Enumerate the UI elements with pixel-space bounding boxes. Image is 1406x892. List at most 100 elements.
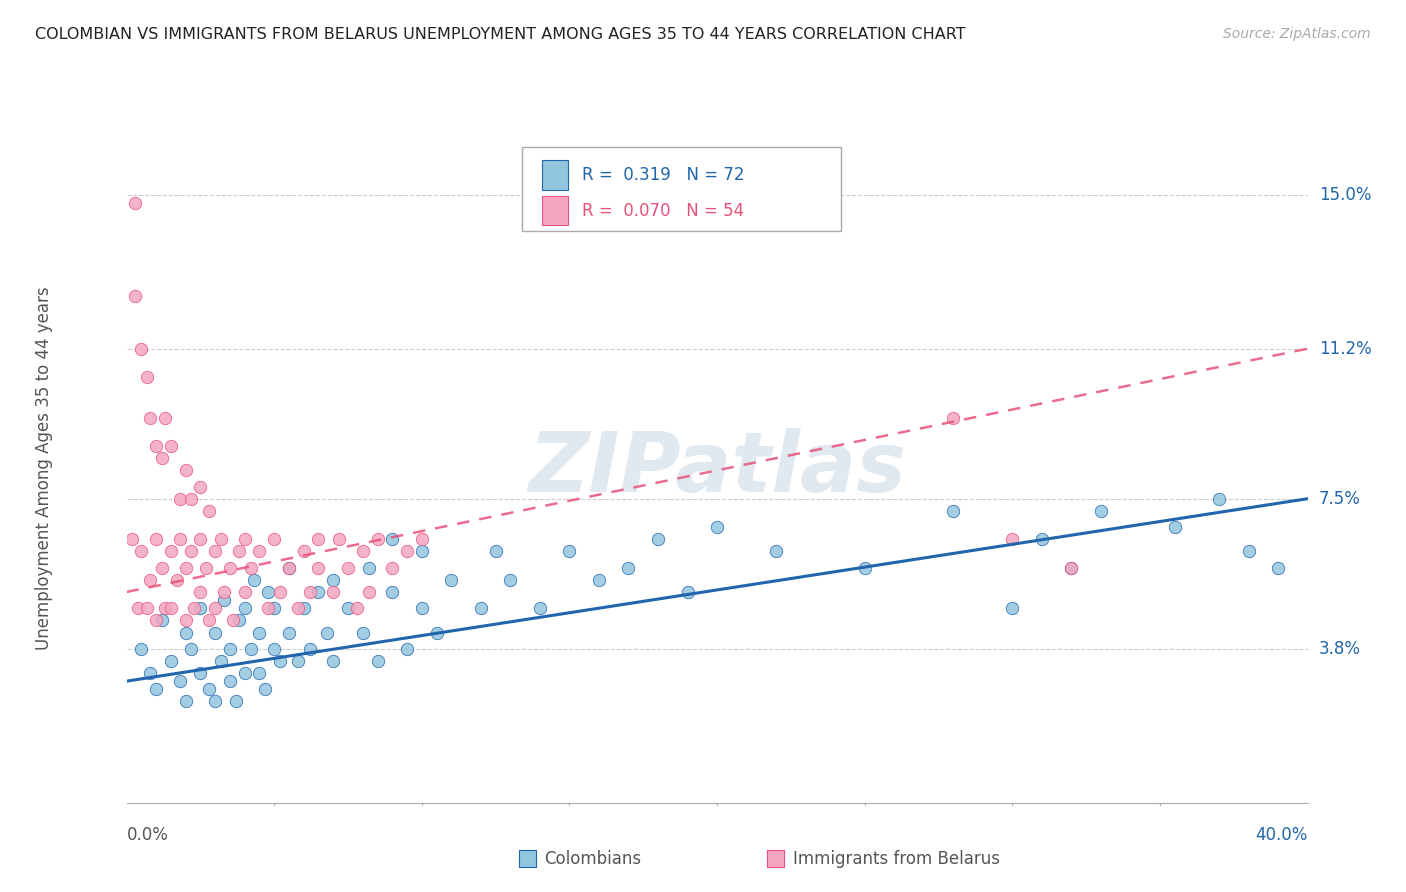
Point (247, 666, 270, 681)
Point (425, 625, 447, 640)
Point (411, 533, 433, 547)
Point (287, 654, 309, 668)
Point (269, 585, 291, 599)
Point (180, 641, 202, 656)
Point (188, 601, 211, 615)
Point (174, 463, 197, 477)
Point (263, 601, 285, 615)
Point (212, 593, 235, 607)
Point (647, 533, 669, 547)
Point (174, 560, 197, 574)
Point (263, 641, 285, 656)
Point (307, 585, 329, 599)
Point (617, 560, 640, 574)
Point (396, 641, 419, 656)
Point (346, 601, 368, 615)
Text: Colombians: Colombians (544, 849, 641, 868)
Point (222, 613, 245, 627)
Point (228, 544, 250, 558)
Point (307, 560, 329, 574)
Text: R =  0.319   N = 72: R = 0.319 N = 72 (582, 166, 745, 184)
Point (228, 613, 250, 627)
Point (204, 544, 226, 558)
Point (292, 601, 315, 615)
Point (706, 520, 728, 534)
Point (166, 573, 188, 587)
Point (124, 195, 146, 210)
Point (440, 573, 463, 587)
Text: 7.5%: 7.5% (1319, 490, 1361, 508)
Point (396, 544, 419, 558)
Point (239, 641, 262, 656)
Point (239, 560, 262, 574)
Point (322, 585, 344, 599)
Point (174, 694, 197, 708)
Point (129, 342, 153, 356)
Point (195, 560, 218, 574)
Text: COLOMBIAN VS IMMIGRANTS FROM BELARUS UNEMPLOYMENT AMONG AGES 35 TO 44 YEARS CORR: COLOMBIAN VS IMMIGRANTS FROM BELARUS UNE… (35, 27, 966, 42)
Point (219, 641, 242, 656)
Point (145, 682, 167, 697)
Point (257, 585, 280, 599)
Point (470, 601, 492, 615)
Point (307, 533, 329, 547)
Point (198, 504, 221, 518)
FancyBboxPatch shape (543, 196, 568, 226)
Point (153, 601, 176, 615)
Point (357, 560, 380, 574)
Point (278, 625, 301, 640)
Point (145, 533, 167, 547)
Point (159, 654, 183, 668)
Point (278, 560, 301, 574)
Point (174, 613, 197, 627)
Point (292, 544, 315, 558)
Point (254, 682, 277, 697)
Point (257, 601, 280, 615)
Point (1001, 601, 1024, 615)
Point (188, 666, 211, 681)
Text: Immigrants from Belarus: Immigrants from Belarus (793, 849, 1000, 868)
Point (198, 613, 221, 627)
Point (198, 682, 221, 697)
Point (328, 533, 350, 547)
Point (322, 573, 344, 587)
Point (129, 544, 153, 558)
Point (174, 625, 197, 640)
Point (366, 533, 388, 547)
Text: 11.2%: 11.2% (1319, 340, 1371, 358)
Point (676, 585, 699, 599)
Point (169, 533, 191, 547)
Point (853, 560, 876, 574)
Point (411, 601, 433, 615)
Point (212, 585, 235, 599)
Point (322, 654, 344, 668)
Point (1060, 560, 1083, 574)
Point (942, 410, 965, 425)
Text: 40.0%: 40.0% (1256, 826, 1308, 844)
Point (1267, 560, 1289, 574)
Point (219, 560, 242, 574)
Point (129, 641, 153, 656)
Point (298, 585, 321, 599)
Point (121, 533, 143, 547)
Point (381, 533, 404, 547)
FancyBboxPatch shape (543, 161, 568, 190)
Point (499, 573, 522, 587)
Point (188, 479, 211, 493)
Point (209, 533, 232, 547)
Point (1031, 533, 1053, 547)
Text: Source: ZipAtlas.com: Source: ZipAtlas.com (1223, 27, 1371, 41)
Point (204, 601, 226, 615)
Point (337, 601, 360, 615)
Point (225, 694, 247, 708)
Point (219, 674, 242, 689)
Point (588, 573, 610, 587)
Point (352, 544, 374, 558)
Point (136, 601, 159, 615)
Point (1090, 504, 1112, 518)
Point (1237, 544, 1260, 558)
Point (352, 625, 374, 640)
Point (278, 560, 301, 574)
Point (263, 533, 285, 547)
Point (139, 573, 162, 587)
